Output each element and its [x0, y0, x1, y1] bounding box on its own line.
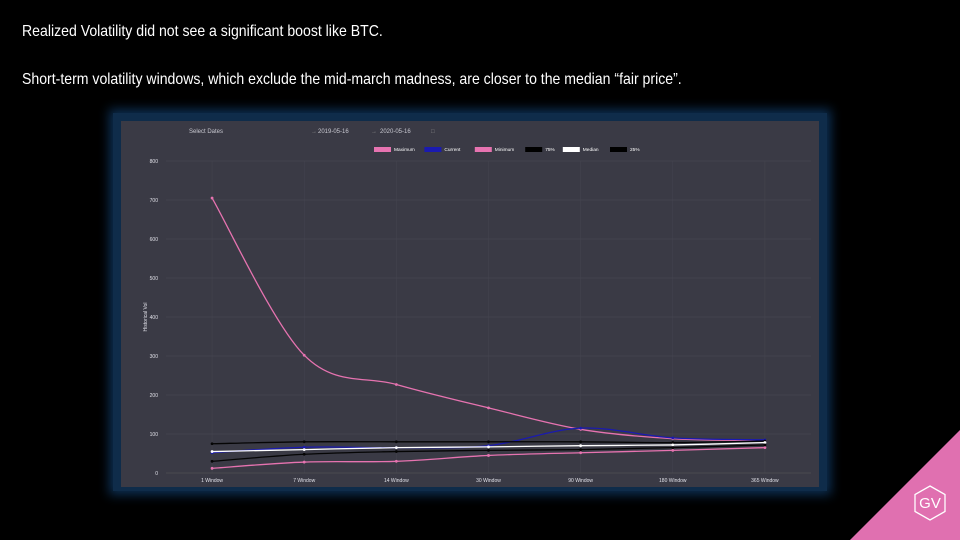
- data-point-Current: [302, 445, 306, 449]
- x-tick-label: 14 Window: [384, 478, 409, 484]
- data-point-25%: [671, 446, 675, 450]
- y-tick-label: 0: [155, 471, 158, 477]
- data-point-25%: [394, 450, 398, 453]
- legend-swatch-75%: [525, 147, 543, 152]
- legend-swatch-Minimum: [474, 147, 492, 152]
- data-point-Minimum: [579, 451, 583, 455]
- end-date-input[interactable]: 2020-05-16: [380, 129, 411, 135]
- line-chart: 0 100 200 300 400 500 600 700 800 1 Window 7 Windo…: [143, 147, 811, 484]
- data-point-25%: [210, 459, 214, 463]
- y-tick-label: 100: [150, 432, 159, 438]
- start-date-input[interactable]: 2019-05-16: [318, 129, 349, 135]
- legend-label-25%: 25%: [630, 147, 640, 153]
- data-point-Maximum: [210, 196, 214, 200]
- calendar-icon[interactable]: □: [431, 129, 435, 135]
- data-point-Median: [210, 450, 214, 453]
- date-selector: Select Dates → 2019-05-16 → 2020-05-16 □: [121, 121, 819, 143]
- x-tick-label: 1 Window: [201, 478, 223, 484]
- logo-triangle: [850, 430, 960, 540]
- legend-label-Median: Median: [583, 147, 599, 153]
- data-point-Minimum: [210, 466, 214, 470]
- y-tick-label: 700: [150, 198, 159, 204]
- y-tick-label: 500: [150, 276, 159, 282]
- data-point-Median: [671, 443, 675, 447]
- y-tick-label: 600: [150, 237, 159, 243]
- start-arrow-icon: →: [311, 129, 317, 135]
- legend-swatch-Maximum: [374, 147, 391, 152]
- data-point-Minimum: [394, 459, 398, 463]
- legend-swatch-Median: [562, 147, 580, 152]
- data-point-Minimum: [671, 448, 675, 452]
- x-tick-label: 90 Window: [568, 478, 593, 484]
- data-point-25%: [302, 452, 306, 456]
- legend-label-75%: 75%: [545, 147, 555, 153]
- data-point-Current: [579, 426, 583, 430]
- headline-line-2: Short-term volatility windows, which exc…: [22, 71, 682, 88]
- data-point-75%: [671, 441, 675, 444]
- data-point-Maximum: [302, 353, 306, 357]
- data-point-Median: [763, 441, 767, 444]
- data-point-75%: [394, 440, 398, 444]
- x-tick-label: 365 Window: [751, 478, 779, 484]
- legend-label-Current: Current: [444, 147, 461, 153]
- legend-label-Minimum: Minimum: [495, 147, 514, 153]
- data-point-Minimum: [302, 460, 306, 464]
- data-point-75%: [210, 442, 214, 446]
- data-point-Median: [579, 444, 583, 448]
- legend-swatch-Current: [424, 147, 442, 152]
- gv-logo: GV: [850, 430, 960, 540]
- chart-area: Select Dates → 2019-05-16 → 2020-05-16 □…: [121, 121, 819, 487]
- data-point-Median: [302, 448, 306, 451]
- data-point-Median: [394, 446, 398, 450]
- select-dates-label: Select Dates: [189, 129, 224, 135]
- y-tick-label: 400: [150, 315, 159, 321]
- data-point-Minimum: [763, 446, 767, 450]
- data-point-Maximum: [487, 406, 490, 410]
- data-point-Minimum: [487, 454, 490, 457]
- headline-line-1: Realized Volatility did not see a signif…: [22, 23, 383, 40]
- data-point-25%: [763, 443, 767, 447]
- data-point-75%: [302, 440, 306, 444]
- x-tick-label: 180 Window: [659, 478, 687, 484]
- data-point-Current: [671, 436, 675, 440]
- x-tick-label: 30 Window: [476, 478, 501, 484]
- data-point-75%: [487, 440, 490, 444]
- y-tick-label: 800: [150, 159, 159, 165]
- chart-panel: Select Dates → 2019-05-16 → 2020-05-16 □…: [113, 113, 827, 491]
- legend-label-Maximum: Maximum: [394, 147, 415, 153]
- data-point-75%: [579, 440, 583, 444]
- x-tick-label: 7 Window: [293, 478, 315, 484]
- data-point-25%: [487, 448, 490, 452]
- end-arrow-icon: →: [371, 129, 377, 135]
- logo-text: GV: [919, 495, 941, 512]
- y-axis-label: Historical Vol: [143, 303, 149, 332]
- y-tick-label: 200: [150, 393, 159, 399]
- logo-hexagon-icon: [914, 485, 946, 521]
- legend-swatch-25%: [610, 147, 627, 152]
- y-tick-label: 300: [150, 354, 159, 360]
- data-point-25%: [579, 448, 583, 451]
- data-point-Median: [487, 445, 490, 449]
- data-point-Maximum: [394, 383, 398, 386]
